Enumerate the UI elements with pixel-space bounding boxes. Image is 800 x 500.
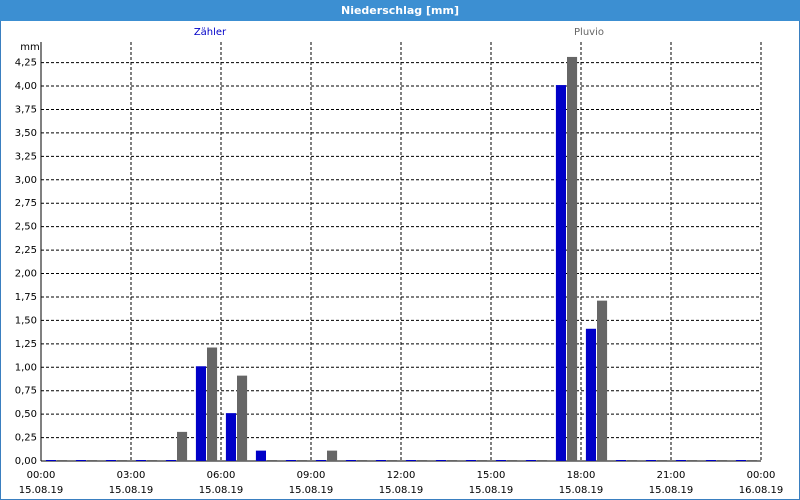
x-tick-label: 12:00 xyxy=(387,470,416,481)
bar xyxy=(597,300,608,461)
bar xyxy=(387,460,398,461)
bar xyxy=(705,460,716,461)
bar xyxy=(237,375,248,461)
bar xyxy=(687,460,698,461)
y-tick-label: 0,75 xyxy=(15,386,37,397)
y-tick-label: 2,00 xyxy=(15,269,37,280)
legend-entry: Zähler xyxy=(194,27,227,38)
bar xyxy=(255,450,266,461)
x-tick-label: 15.08.19 xyxy=(559,485,604,496)
y-axis-unit: mm xyxy=(20,42,39,53)
y-tick-label: 1,75 xyxy=(15,292,37,303)
x-tick-label: 18:00 xyxy=(567,470,596,481)
bar xyxy=(345,460,356,461)
bar xyxy=(147,460,158,461)
bar xyxy=(357,460,368,461)
bar xyxy=(555,85,566,461)
bar xyxy=(747,460,758,461)
window-title: Niederschlag [mm] xyxy=(341,4,459,17)
bar xyxy=(177,431,188,461)
y-tick-label: 3,25 xyxy=(15,151,37,162)
x-tick-label: 21:00 xyxy=(657,470,686,481)
x-tick-label: 15.08.19 xyxy=(469,485,514,496)
y-tick-label: 2,25 xyxy=(15,245,37,256)
bar xyxy=(57,460,68,461)
bar xyxy=(285,460,296,461)
x-tick-label: 15.08.19 xyxy=(379,485,424,496)
x-tick-label: 15.08.19 xyxy=(649,485,694,496)
bar xyxy=(297,460,308,461)
y-tick-label: 4,00 xyxy=(15,81,37,92)
y-tick-label: 0,00 xyxy=(15,456,37,467)
bar xyxy=(525,460,536,461)
bar xyxy=(225,413,236,461)
x-tick-label: 00:00 xyxy=(747,470,776,481)
x-tick-label: 15.08.19 xyxy=(199,485,244,496)
x-tick-label: 15.08.19 xyxy=(19,485,64,496)
bar xyxy=(105,460,116,461)
bar xyxy=(507,460,518,461)
x-tick-label: 00:00 xyxy=(27,470,56,481)
bar xyxy=(627,460,638,461)
bar xyxy=(165,460,176,461)
bar xyxy=(207,347,218,461)
y-tick-label: 2,75 xyxy=(15,198,37,209)
x-tick-label: 15.08.19 xyxy=(109,485,154,496)
x-tick-label: 06:00 xyxy=(207,470,236,481)
bar xyxy=(675,460,686,461)
x-tick-label: 15.08.19 xyxy=(289,485,334,496)
bar xyxy=(465,460,476,461)
title-bar xyxy=(0,0,800,21)
bar xyxy=(117,460,128,461)
y-tick-label: 4,25 xyxy=(15,58,37,69)
bar xyxy=(75,460,86,461)
bar xyxy=(735,460,746,461)
bar xyxy=(435,460,446,461)
y-tick-label: 3,00 xyxy=(15,175,37,186)
y-tick-label: 0,25 xyxy=(15,433,37,444)
y-tick-label: 1,00 xyxy=(15,362,37,373)
bar xyxy=(135,460,146,461)
bar xyxy=(417,460,428,461)
y-tick-label: 0,50 xyxy=(15,409,37,420)
x-tick-label: 09:00 xyxy=(297,470,326,481)
y-tick-label: 3,75 xyxy=(15,104,37,115)
y-tick-label: 1,50 xyxy=(15,315,37,326)
bar xyxy=(267,460,278,461)
bar xyxy=(615,460,626,461)
y-tick-label: 3,50 xyxy=(15,128,37,139)
y-tick-label: 1,25 xyxy=(15,339,37,350)
bar xyxy=(405,460,416,461)
x-tick-label: 15:00 xyxy=(477,470,506,481)
bar xyxy=(375,460,386,461)
bar xyxy=(495,460,506,461)
bar xyxy=(315,460,326,461)
legend-entry: Pluvio xyxy=(574,27,604,38)
bar xyxy=(585,328,596,461)
bar xyxy=(327,450,338,461)
bar xyxy=(87,460,98,461)
bar xyxy=(195,366,206,461)
bar xyxy=(717,460,728,461)
bar xyxy=(537,460,548,461)
bar xyxy=(447,460,458,461)
bar xyxy=(45,460,56,461)
bar xyxy=(657,460,668,461)
x-tick-label: 03:00 xyxy=(117,470,146,481)
x-tick-label: 16.08.19 xyxy=(739,485,784,496)
bar xyxy=(477,460,488,461)
bar xyxy=(645,460,656,461)
bar xyxy=(567,56,578,462)
y-tick-label: 2,50 xyxy=(15,222,37,233)
